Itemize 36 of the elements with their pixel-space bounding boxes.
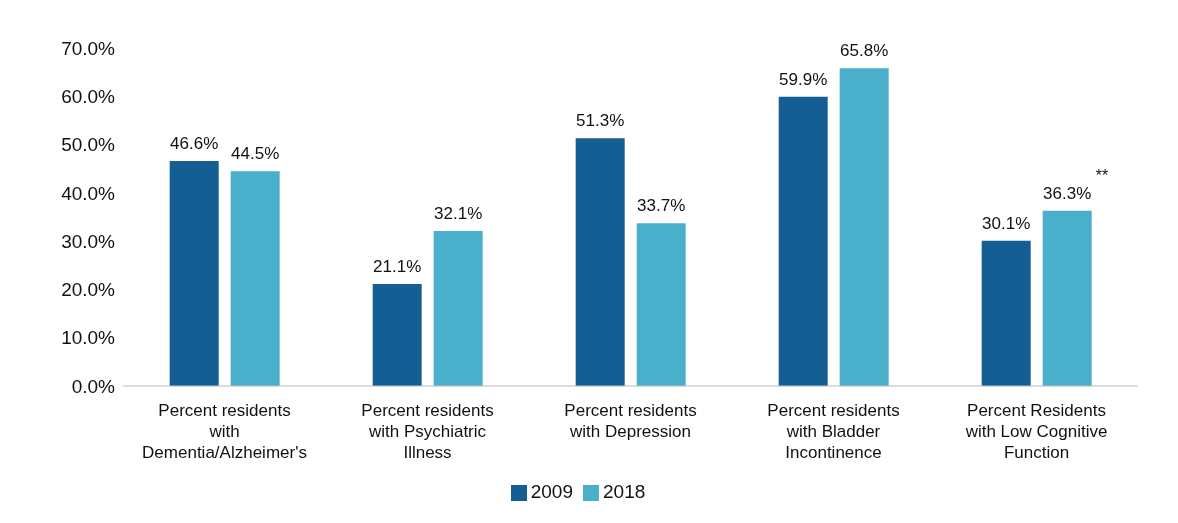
data-label: 46.6% [170, 133, 219, 153]
bar [636, 223, 686, 386]
bar [433, 231, 483, 386]
y-tick-label: 50.0% [61, 134, 116, 156]
bar [839, 68, 889, 386]
data-label: 32.1% [434, 204, 483, 223]
y-tick-label: 20.0% [61, 279, 116, 301]
data-label: 36.3% [1043, 183, 1092, 203]
x-tick-label: Percent residents with Psychiatric Illness [361, 401, 494, 462]
x-tick-label: Percent residents with Dementia/Alzheimer's [142, 401, 307, 462]
data-label: 44.5% [231, 144, 280, 164]
x-tick-label: Percent Residents with Low Cognitive Function [964, 401, 1108, 462]
y-tick-label: 30.0% [61, 230, 116, 252]
data-label: 30.1% [982, 213, 1031, 233]
bar [575, 138, 625, 386]
y-tick-label: 40.0% [61, 182, 116, 204]
legend-label: 2009 [530, 481, 573, 502]
legend-label: 2018 [603, 481, 646, 502]
bar [230, 171, 280, 386]
y-tick-label: 60.0% [61, 86, 116, 108]
bar [169, 160, 219, 386]
bar [981, 240, 1031, 386]
data-label: 65.8% [840, 41, 889, 61]
bar [1042, 210, 1092, 386]
x-tick-label: Percent residents with Depression [564, 401, 697, 441]
data-label: 21.1% [373, 257, 422, 277]
data-label: 33.7% [637, 196, 686, 216]
bar [778, 96, 828, 386]
y-tick-label: 70.0% [61, 37, 116, 59]
data-label: 51.3% [576, 111, 625, 131]
data-label: 59.9% [779, 69, 828, 89]
x-tick-label: Percent residents with Bladder Incontinence [767, 401, 900, 462]
y-tick-label: 0.0% [71, 375, 116, 397]
bar [372, 284, 422, 386]
y-tick-label: 10.0% [61, 327, 116, 349]
annotation: ** [1095, 166, 1109, 184]
